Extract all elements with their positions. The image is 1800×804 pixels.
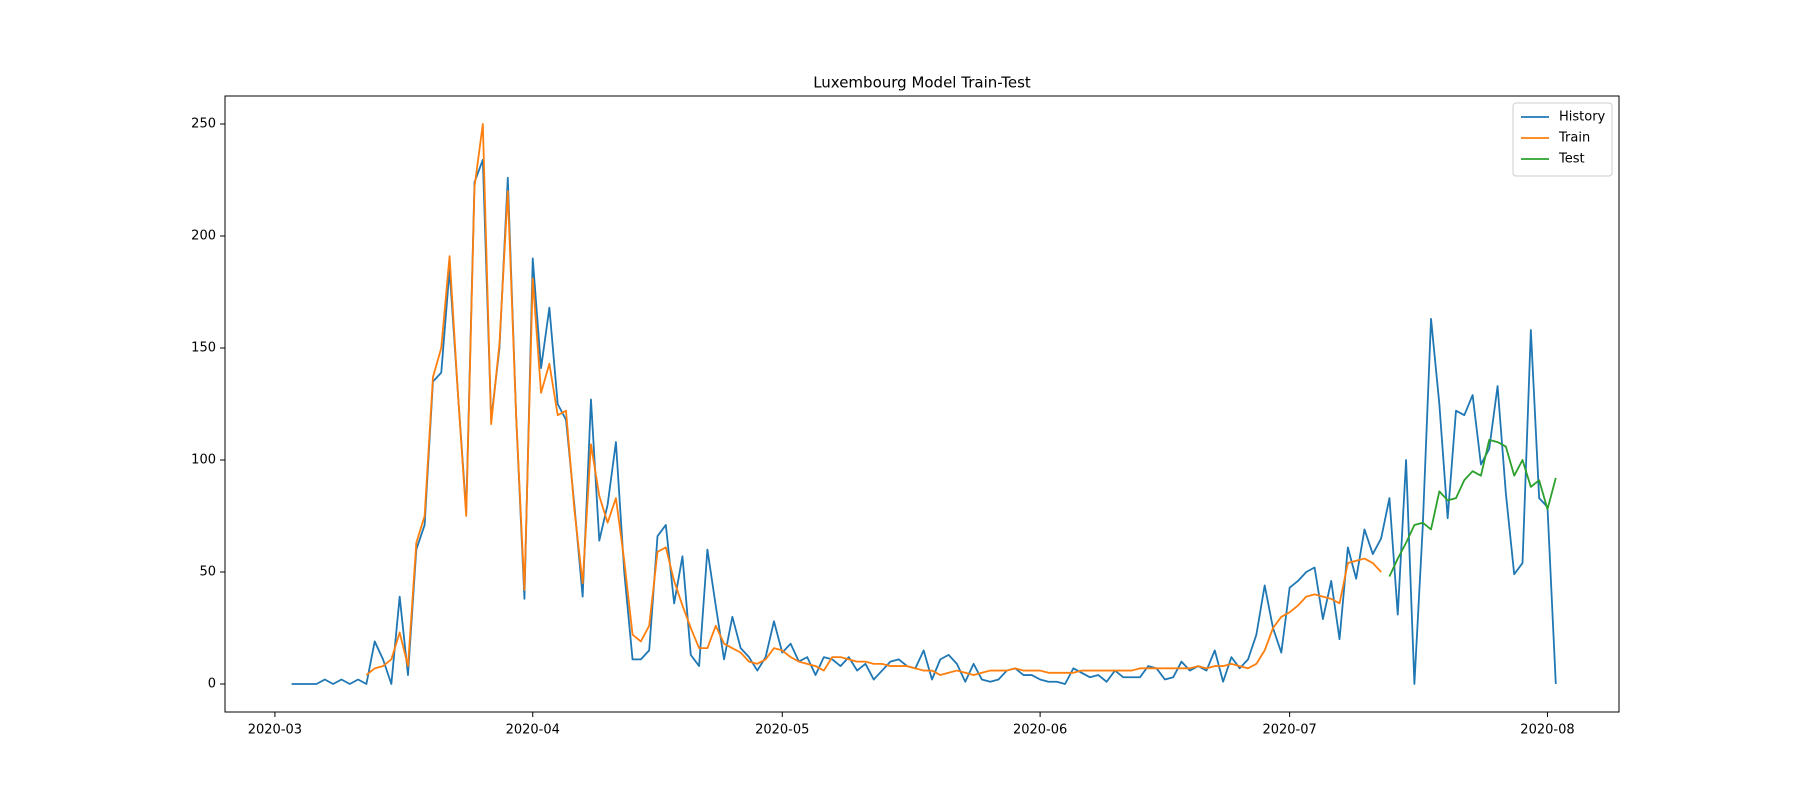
x-tick-label: 2020-05 [755, 723, 809, 738]
line [1388, 438, 1557, 577]
y-tick-label: 50 [199, 565, 216, 580]
y-tick-label: 0 [208, 677, 216, 692]
y-tick-label: 100 [191, 453, 216, 468]
y-tick-label: 200 [191, 229, 216, 244]
legend-box [1512, 102, 1613, 177]
line [291, 158, 1557, 685]
x-tick-label: 2020-08 [1520, 723, 1574, 738]
x-tick-label: 2020-07 [1262, 723, 1316, 738]
plot-frame [224, 95, 1620, 713]
x-tick-label: 2020-03 [248, 723, 302, 738]
legend-label: Train [1558, 131, 1590, 146]
x-tick-label: 2020-04 [506, 723, 560, 738]
y-tick-label: 150 [191, 341, 216, 356]
legend-label: Test [1558, 152, 1585, 167]
line [365, 123, 1382, 676]
chart-title: Luxembourg Model Train-Test [813, 74, 1031, 92]
legend-label: History [1559, 110, 1606, 125]
y-tick-label: 250 [191, 117, 216, 132]
x-tick-label: 2020-06 [1013, 723, 1067, 738]
